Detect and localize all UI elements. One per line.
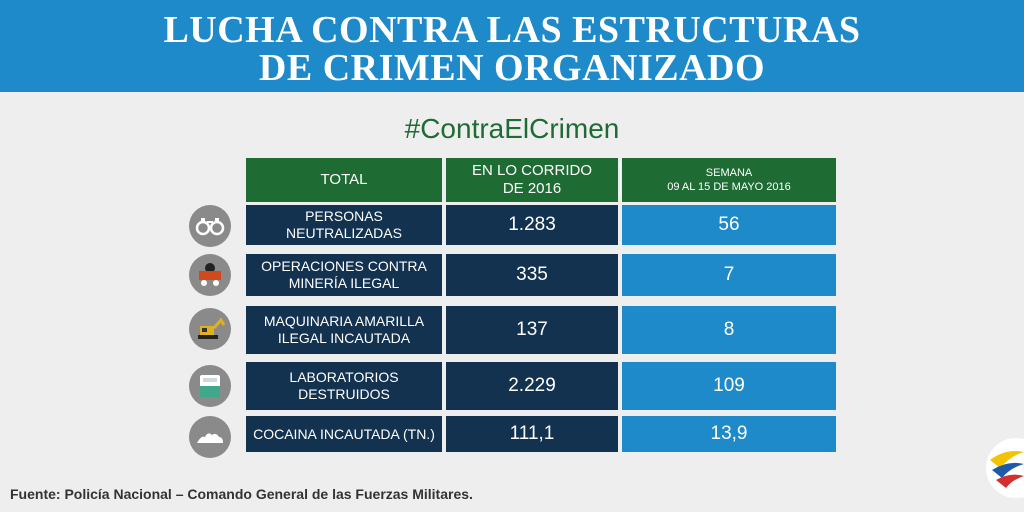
header-week-line1: SEMANA [705, 167, 753, 179]
header-divider [620, 162, 621, 196]
table-row-week-value: 56 [622, 205, 836, 245]
row-4-ytd: 2.229 [508, 375, 556, 396]
table-row-ytd-value: 111,1 [446, 416, 618, 452]
table-row-week-value: 8 [622, 306, 836, 354]
table-row-week-value: 7 [622, 254, 836, 296]
row-3-label-line2: ILEGAL INCAUTADA [277, 330, 411, 346]
header-week: SEMANA 09 AL 15 DE MAYO 2016 [622, 158, 836, 202]
row-5-week: 13,9 [710, 423, 748, 444]
row-2-label-line2: MINERÍA ILEGAL [288, 275, 400, 291]
colombia-flag-swoosh-logo-icon [976, 430, 1024, 498]
row-1-ytd: 1.283 [508, 214, 556, 235]
table-row-week-value: 13,9 [622, 416, 836, 452]
hashtag: #ContraElCrimen [404, 113, 620, 144]
row-4-label-line2: DESTRUIDOS [298, 386, 390, 402]
handcuffs-icon [189, 205, 231, 247]
table-row-label: OPERACIONES CONTRA MINERÍA ILEGAL [246, 254, 442, 296]
header-ytd: EN LO CORRIDO DE 2016 [446, 158, 618, 202]
row-2-week: 7 [723, 264, 735, 285]
row-4-label-line1: LABORATORIOS [289, 369, 399, 385]
cocaine-pile-icon [189, 416, 231, 458]
header-week-line2: 09 AL 15 DE MAYO 2016 [667, 181, 791, 193]
header-ytd-line2: DE 2016 [502, 180, 562, 197]
header-total: TOTAL [246, 158, 442, 202]
excavator-icon [189, 308, 231, 350]
table-row-label: MAQUINARIA AMARILLA ILEGAL INCAUTADA [246, 306, 442, 354]
table-row-ytd-value: 137 [446, 306, 618, 354]
table-row-ytd-value: 335 [446, 254, 618, 296]
source-footer: Fuente: Policía Nacional – Comando Gener… [10, 486, 473, 502]
table-row-ytd-value: 1.283 [446, 205, 618, 245]
row-3-label-line1: MAQUINARIA AMARILLA [263, 313, 425, 329]
table-row-label: COCAINA INCAUTADA (TN.) [246, 416, 442, 452]
header-ytd-line1: EN LO CORRIDO [471, 162, 592, 179]
table-row-label: LABORATORIOS DESTRUIDOS [246, 362, 442, 410]
title-line-2: DE CRIMEN ORGANIZADO [258, 47, 766, 89]
lab-container-icon [189, 365, 231, 407]
mine-cart-icon [189, 254, 231, 296]
row-5-ytd: 111,1 [509, 423, 555, 444]
row-1-label-line1: PERSONAS NEUTRALIZADAS [286, 208, 402, 241]
header-total-label: TOTAL [320, 171, 368, 188]
table-row-week-value: 109 [622, 362, 836, 410]
row-1-week: 56 [718, 214, 740, 235]
title-line-1: LUCHA CONTRA LAS ESTRUCTURAS [163, 9, 861, 51]
table-row-label: PERSONAS NEUTRALIZADAS [246, 205, 442, 245]
row-3-ytd: 137 [516, 319, 548, 340]
row-2-label-line1: OPERACIONES CONTRA [261, 258, 427, 274]
table-row-ytd-value: 2.229 [446, 362, 618, 410]
row-4-week: 109 [713, 375, 745, 396]
row-2-ytd: 335 [516, 264, 548, 285]
title-banner: LUCHA CONTRA LAS ESTRUCTURAS DE CRIMEN O… [0, 0, 1024, 92]
row-3-week: 8 [723, 319, 735, 340]
row-5-label-line1: COCAINA INCAUTADA (TN.) [253, 425, 435, 442]
